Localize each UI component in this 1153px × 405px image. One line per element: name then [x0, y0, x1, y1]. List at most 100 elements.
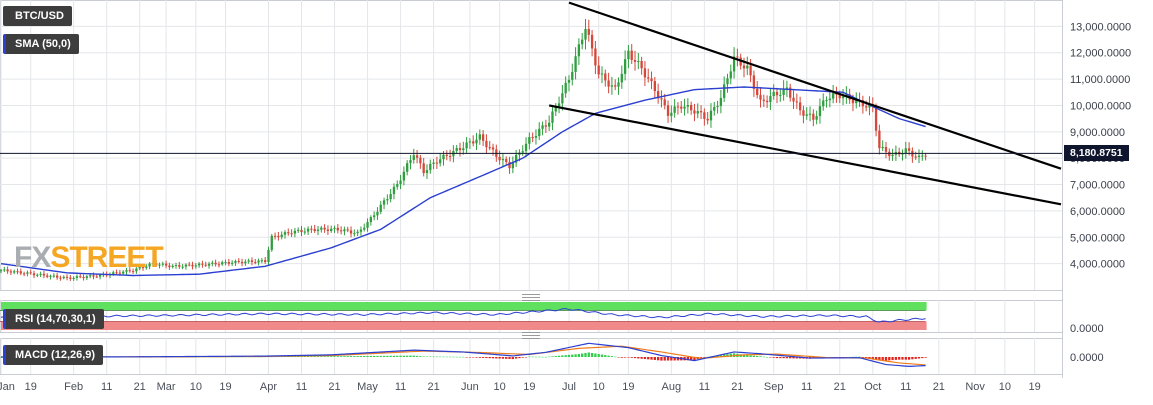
- candle-body: [95, 276, 98, 278]
- candle-body: [366, 222, 369, 228]
- candle-body: [184, 264, 188, 267]
- rsi-resize-handle[interactable]: [522, 294, 540, 301]
- macd-histogram-bar: [475, 357, 478, 358]
- candle-body: [29, 272, 32, 274]
- macd-histogram-bar: [465, 357, 468, 358]
- candle-body: [855, 100, 858, 104]
- macd-histogram-bar: [627, 357, 630, 358]
- candle-body: [723, 84, 726, 98]
- candle-body: [264, 260, 267, 263]
- candle-body: [808, 113, 812, 115]
- macd-histogram-bar: [316, 356, 320, 357]
- macd-histogram-bar: [320, 356, 323, 357]
- candle-body: [541, 125, 544, 129]
- x-tick-label: 21: [134, 381, 146, 393]
- candle-body: [647, 77, 650, 79]
- candle-body: [538, 128, 541, 137]
- candle-body: [69, 277, 72, 279]
- candle-body: [406, 163, 409, 172]
- macd-histogram-bar: [313, 356, 316, 357]
- candle-body: [795, 101, 798, 103]
- candle-body: [719, 97, 723, 106]
- macd-histogram-bar: [689, 357, 693, 361]
- x-tick-label: May: [357, 381, 378, 393]
- candle-body: [330, 228, 333, 231]
- macd-histogram-bar: [481, 357, 485, 358]
- candle-body: [62, 276, 65, 279]
- candle-body: [891, 154, 894, 157]
- candle-body: [815, 116, 818, 120]
- x-tick-label: Feb: [64, 381, 83, 393]
- candle-body: [551, 111, 554, 123]
- x-tick-label: 21: [731, 381, 743, 393]
- candle-body: [92, 275, 95, 277]
- candle-body: [567, 79, 571, 83]
- candle-body: [13, 271, 16, 273]
- macd-histogram-bar: [297, 356, 300, 357]
- macd-histogram-bar: [439, 356, 442, 358]
- candle-body: [914, 156, 917, 158]
- candle-body: [336, 227, 339, 231]
- candle-body: [828, 98, 832, 101]
- candle-body: [339, 230, 343, 232]
- symbol-label[interactable]: BTC/USD: [3, 6, 72, 26]
- x-tick-label: 19: [25, 381, 37, 393]
- macd-histogram-bar: [888, 357, 891, 361]
- y-tick-label: 7,000.0000: [1070, 180, 1125, 192]
- candle-body: [151, 263, 155, 265]
- macd-histogram-bar: [435, 356, 439, 358]
- macd-histogram-bar: [349, 356, 353, 357]
- candle-body: [333, 227, 336, 229]
- candle-body: [865, 106, 868, 108]
- candle-body: [726, 78, 729, 85]
- macd-histogram-bar: [759, 356, 762, 357]
- macd-histogram-bar: [290, 356, 293, 357]
- macd-histogram-bar: [686, 357, 690, 361]
- candle-body: [230, 262, 234, 264]
- macd-histogram-bar: [518, 357, 521, 359]
- x-tick-label: Oct: [864, 381, 881, 393]
- candle-body: [802, 110, 805, 116]
- macd-label[interactable]: MACD (12,26,9): [3, 345, 104, 365]
- candle-body: [554, 106, 557, 112]
- macd-histogram-bar: [429, 356, 432, 358]
- candle-body: [653, 81, 656, 92]
- macd-histogram-bar: [310, 356, 313, 357]
- candle-body: [392, 186, 396, 195]
- candle-body: [188, 264, 191, 266]
- rsi-label[interactable]: RSI (14,70,30,1): [3, 309, 104, 329]
- candle-body: [125, 270, 128, 272]
- y-tick-label: 9,000.0000: [1070, 127, 1125, 139]
- candle-body: [805, 114, 808, 116]
- candle-body: [548, 122, 551, 127]
- macd-histogram-bar: [921, 357, 924, 359]
- candle-body: [89, 275, 92, 277]
- x-tick-label: 10: [190, 381, 202, 393]
- candle-body: [128, 270, 131, 272]
- macd-histogram-bar: [584, 352, 587, 357]
- candle-body: [614, 85, 617, 87]
- candle-body: [439, 159, 442, 164]
- candle-body: [571, 71, 574, 80]
- macd-histogram-bar: [386, 355, 389, 357]
- candle-body: [425, 170, 429, 174]
- candle-body: [769, 96, 772, 103]
- macd-histogram-bar: [528, 356, 531, 358]
- macd-resize-handle[interactable]: [522, 332, 540, 339]
- candle-body: [6, 269, 9, 272]
- candle-body: [818, 106, 822, 117]
- candle-body: [138, 267, 141, 269]
- candle-body: [670, 112, 673, 116]
- candle-body: [0, 270, 3, 272]
- candle-body: [376, 211, 379, 216]
- candle-body: [320, 227, 323, 230]
- candle-body: [240, 261, 244, 264]
- y-tick-label: 5,000.0000: [1070, 232, 1125, 244]
- sma-label[interactable]: SMA (50,0): [3, 34, 79, 54]
- x-tick-label: 11: [900, 381, 911, 393]
- candle-body: [131, 271, 135, 273]
- candle-body: [247, 260, 250, 262]
- macd-histogram-bar: [749, 355, 752, 357]
- candle-body: [676, 106, 680, 108]
